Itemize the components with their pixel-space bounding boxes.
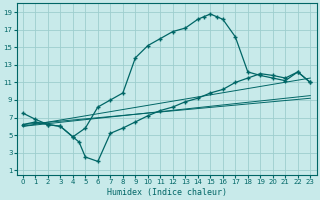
X-axis label: Humidex (Indice chaleur): Humidex (Indice chaleur): [107, 188, 227, 197]
